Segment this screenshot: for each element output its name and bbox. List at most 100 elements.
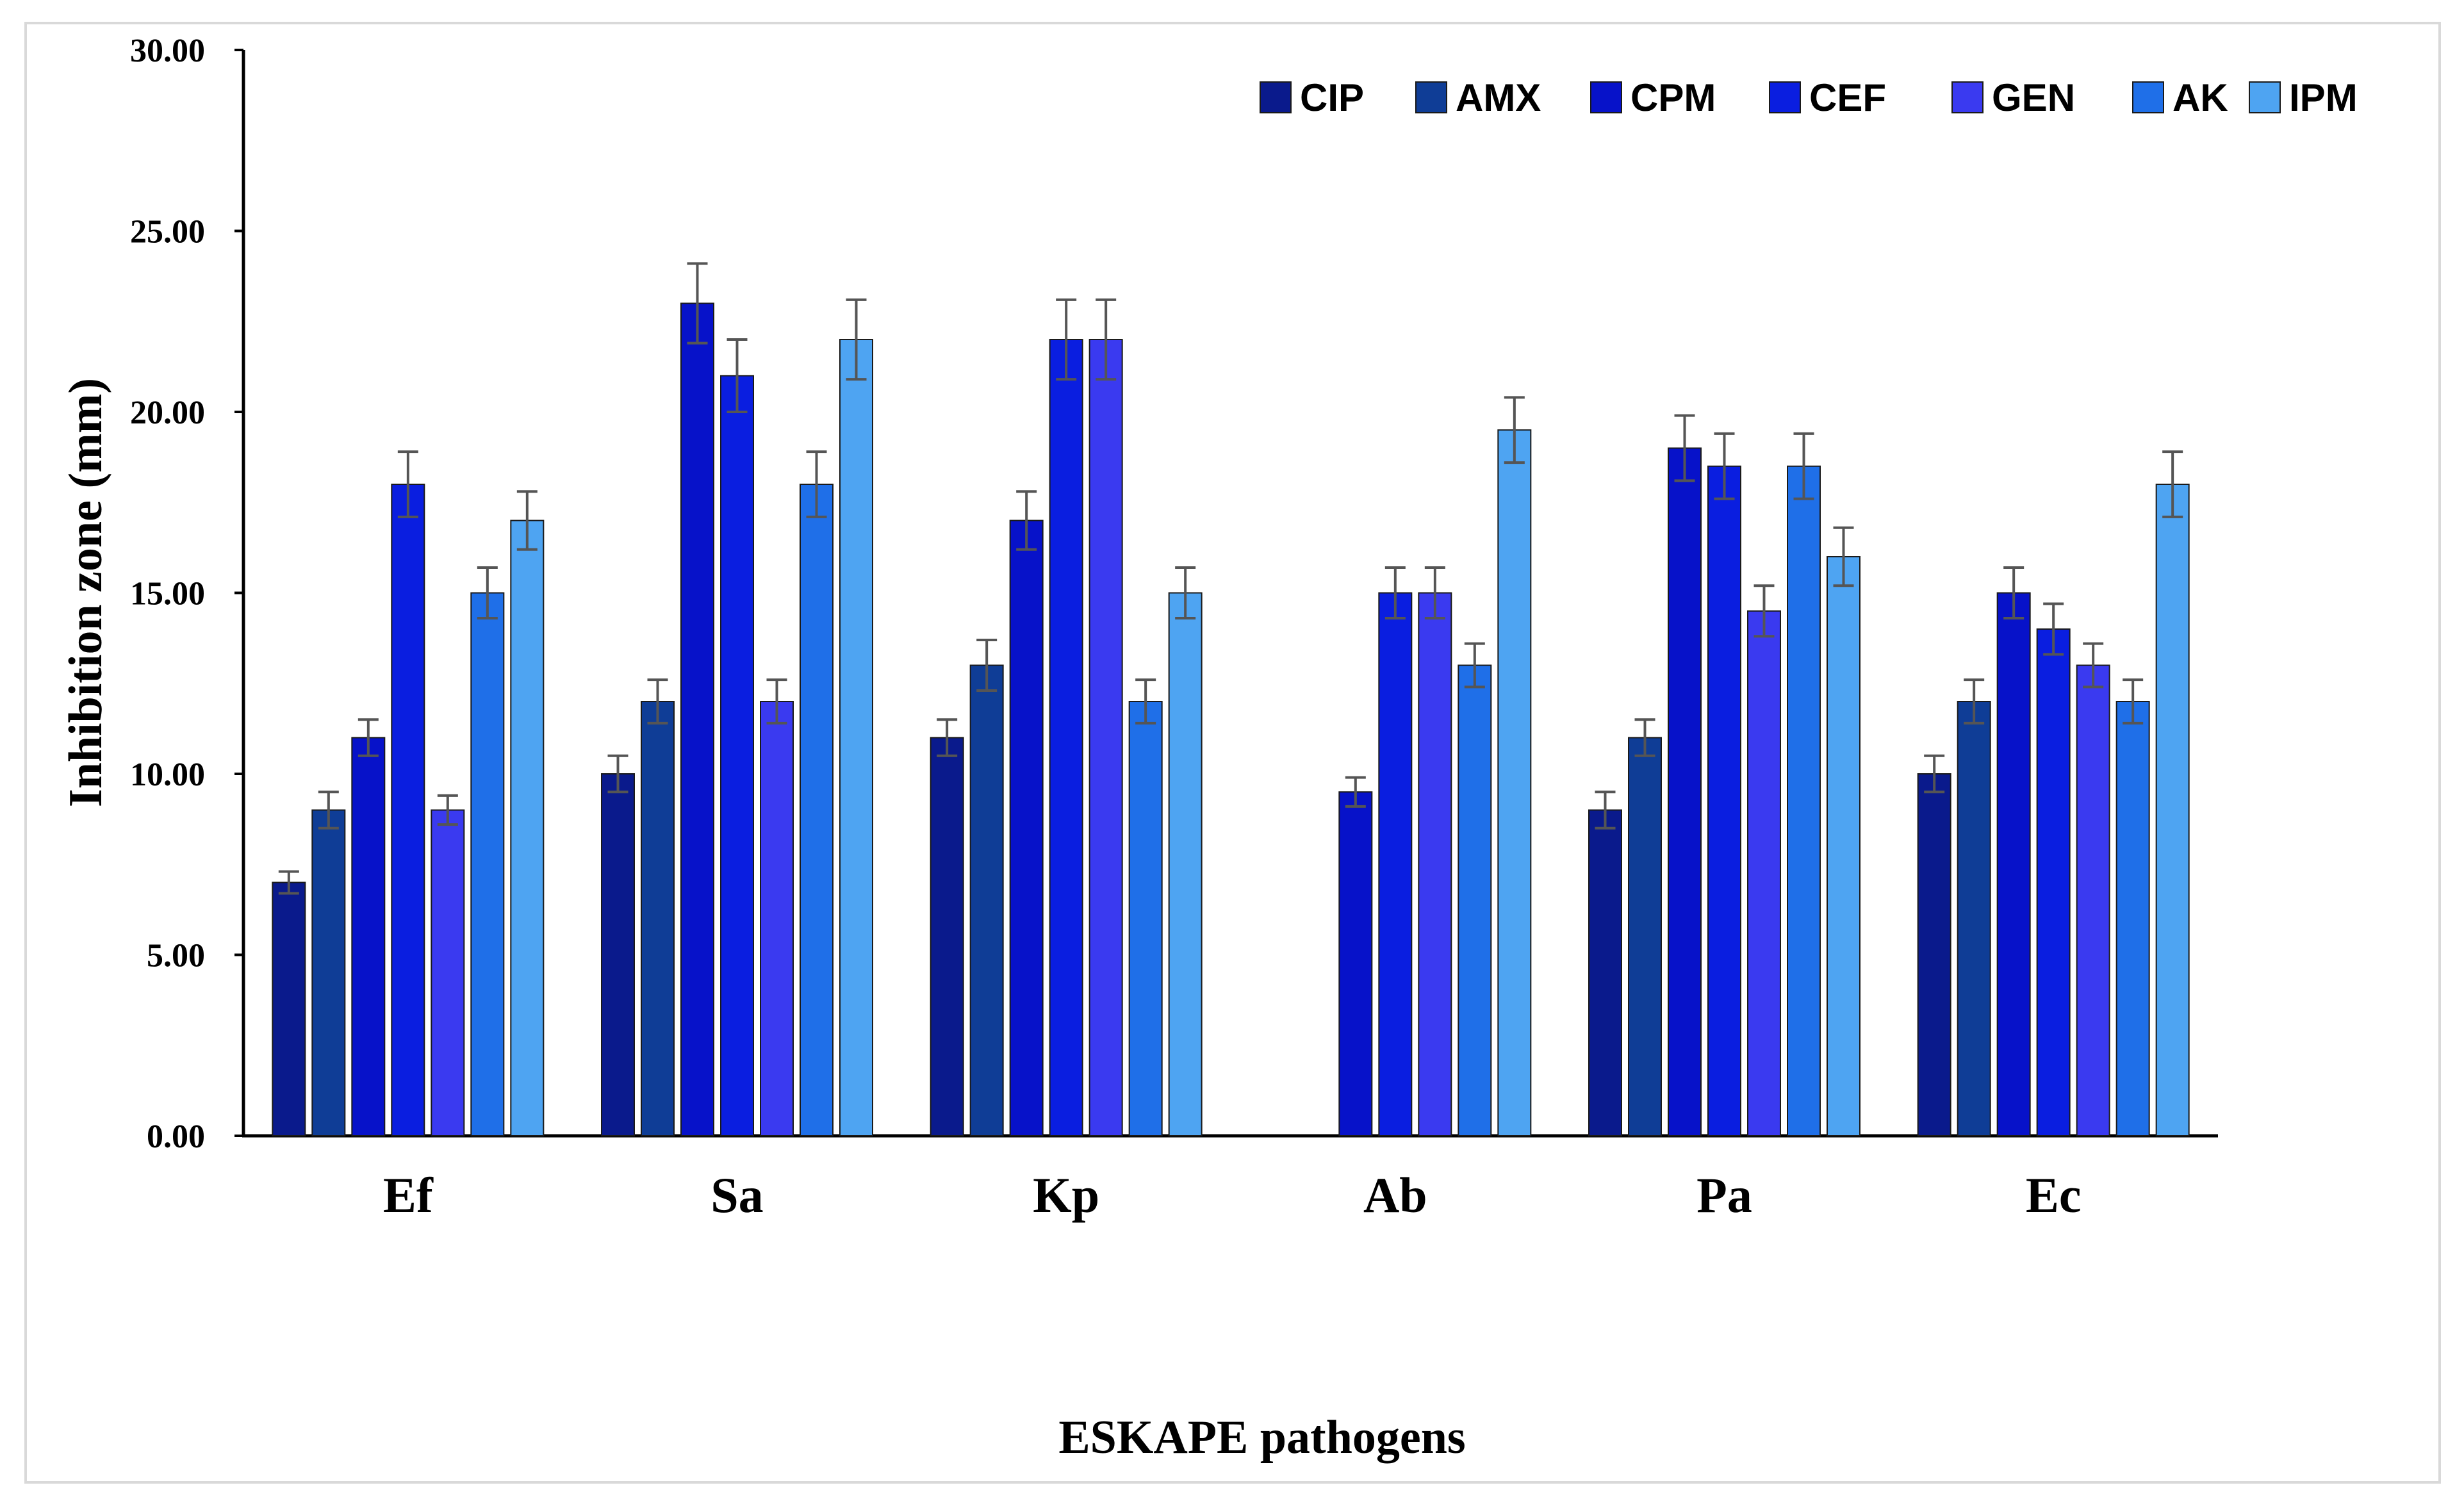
error-bar-cip-ef xyxy=(278,870,299,895)
legend-label: CPM xyxy=(1630,76,1716,119)
error-bar-cpm-kp xyxy=(1016,490,1037,551)
x-tick-label: Ef xyxy=(383,1167,434,1223)
error-bar-cpm-ec xyxy=(2003,566,2025,620)
bar-ak-kp xyxy=(1128,701,1163,1136)
bar-ipm-ec xyxy=(2155,484,2190,1136)
x-tick-label: Kp xyxy=(1033,1167,1099,1223)
legend-swatch xyxy=(1415,81,1447,113)
x-tick-label: Ab xyxy=(1363,1167,1427,1223)
x-tick-label: Sa xyxy=(710,1167,763,1223)
bar-ak-ab xyxy=(1458,664,1492,1136)
error-bar-cef-sa xyxy=(727,338,748,413)
error-bar-cef-ef xyxy=(397,450,418,518)
legend-item-ak: AK xyxy=(2132,76,2228,119)
error-bar-gen-ec xyxy=(2083,642,2104,689)
bar-ak-pa xyxy=(1787,465,1821,1136)
bar-ipm-pa xyxy=(1827,556,1860,1136)
error-bar-gen-pa xyxy=(1754,584,1775,638)
bars xyxy=(272,262,2190,1136)
bar-cef-ab xyxy=(1378,592,1413,1136)
legend-swatch xyxy=(1951,81,1984,113)
error-bar-gen-kp xyxy=(1096,298,1117,381)
error-bar-amx-sa xyxy=(647,678,668,725)
bar-amx-pa xyxy=(1628,737,1662,1136)
error-bar-cip-ec xyxy=(1924,754,1945,794)
legend-swatch xyxy=(1590,81,1622,113)
y-tick-labels: 0.00 5.00 10.00 15.00 20.00 25.00 30.00 xyxy=(130,33,243,1155)
y-tick-label: 30.00 xyxy=(130,33,205,69)
legend-item-gen: GEN xyxy=(1951,76,2075,119)
bar-cip-kp xyxy=(930,737,964,1136)
bar-ipm-ef xyxy=(510,520,545,1136)
error-bar-gen-ef xyxy=(437,794,458,826)
legend-label: AK xyxy=(2172,76,2228,119)
legend-swatch xyxy=(2132,81,2164,113)
bar-gen-ec xyxy=(2076,664,2110,1136)
bar-cip-ec xyxy=(1917,773,1951,1136)
bar-cef-kp xyxy=(1049,339,1083,1136)
error-bar-cpm-sa xyxy=(687,262,708,345)
legend-label: IPM xyxy=(2289,76,2358,119)
bar-gen-kp xyxy=(1088,339,1123,1136)
bar-cpm-ec xyxy=(1996,592,2031,1136)
legend-swatch xyxy=(1260,81,1292,113)
error-bar-ipm-ef xyxy=(516,490,538,551)
y-tick-label: 0.00 xyxy=(147,1119,205,1155)
error-bar-ipm-sa xyxy=(846,298,867,381)
bar-cpm-sa xyxy=(680,302,714,1136)
error-bar-ipm-pa xyxy=(1833,526,1854,587)
category-labels: Ef Sa Kp Ab Pa Ec xyxy=(383,1167,2082,1223)
bar-cip-ef xyxy=(272,881,306,1136)
error-bar-cpm-pa xyxy=(1674,414,1695,482)
error-bar-ipm-ec xyxy=(2162,450,2183,518)
bar-ipm-sa xyxy=(839,339,873,1136)
error-bar-cip-sa xyxy=(607,754,628,794)
bar-ak-ef xyxy=(470,592,505,1136)
error-bar-cpm-ef xyxy=(357,718,379,757)
error-bar-gen-ab xyxy=(1424,566,1445,620)
bar-cef-pa xyxy=(1707,465,1741,1136)
error-bar-ak-kp xyxy=(1135,678,1156,725)
error-bar-cef-pa xyxy=(1714,432,1735,500)
legend: CIP AMX CPM CEF GEN AK IPM xyxy=(1260,76,2358,119)
legend-swatch xyxy=(1769,81,1801,113)
error-bar-cip-kp xyxy=(937,718,958,757)
legend-item-amx: AMX xyxy=(1415,76,1541,119)
bar-cef-ec xyxy=(2036,628,2071,1136)
bar-cef-sa xyxy=(720,375,754,1136)
error-bar-amx-ec xyxy=(1964,678,1985,725)
error-bar-cpm-ab xyxy=(1345,776,1366,808)
error-bar-amx-kp xyxy=(976,638,998,693)
bar-gen-ef xyxy=(431,809,465,1136)
bar-cpm-ab xyxy=(1338,791,1373,1136)
legend-item-ipm: IPM xyxy=(2249,76,2358,119)
legend-label: AMX xyxy=(1456,76,1541,119)
error-bar-ipm-kp xyxy=(1175,566,1196,620)
bar-gen-ab xyxy=(1418,592,1452,1136)
y-tick-label: 5.00 xyxy=(147,938,205,974)
y-tick-label: 15.00 xyxy=(130,576,205,612)
error-bar-amx-ef xyxy=(318,791,339,830)
error-bar-ak-ef xyxy=(477,566,498,620)
bar-amx-ef xyxy=(311,809,346,1136)
bar-amx-ec xyxy=(1957,701,1991,1136)
bar-gen-pa xyxy=(1747,610,1781,1136)
error-bar-ak-ec xyxy=(2123,678,2144,725)
y-tick-label: 20.00 xyxy=(130,395,205,431)
legend-swatch xyxy=(2249,81,2281,113)
legend-label: CIP xyxy=(1300,76,1364,119)
error-bar-gen-sa xyxy=(766,678,787,725)
error-bar-ak-sa xyxy=(806,450,827,518)
bar-ak-ec xyxy=(2115,701,2150,1136)
bar-ak-sa xyxy=(800,484,834,1136)
y-tick-label: 10.00 xyxy=(130,757,205,793)
y-axis-title: Inhibition zone (mm) xyxy=(60,378,112,807)
legend-item-cef: CEF xyxy=(1769,76,1886,119)
bar-cip-pa xyxy=(1588,809,1622,1136)
bar-amx-sa xyxy=(641,701,675,1136)
bar-cip-sa xyxy=(601,773,635,1136)
bar-cef-ef xyxy=(391,484,425,1136)
error-bar-amx-pa xyxy=(1634,718,1655,757)
bar-cpm-kp xyxy=(1009,520,1044,1136)
bar-cpm-pa xyxy=(1668,447,1702,1136)
